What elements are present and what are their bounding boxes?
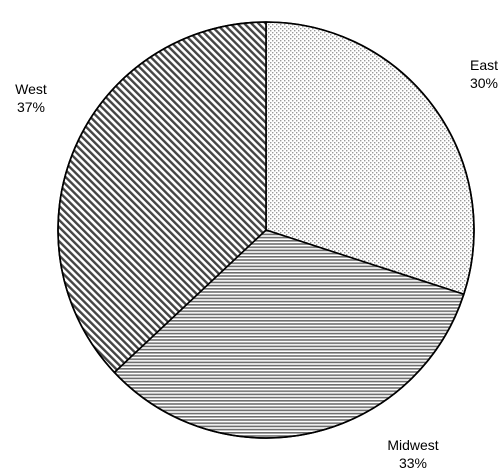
- slice-label-midwest: Midwest 33%: [387, 437, 438, 471]
- pie-slices: [57, 21, 475, 439]
- slice-category-label: West: [15, 81, 47, 97]
- slice-category-label: Midwest: [387, 437, 438, 453]
- slice-percent-label: 33%: [399, 455, 427, 471]
- pie-labels: East 30% Midwest 33% West 37%: [15, 57, 498, 471]
- pie-outline: [57, 21, 475, 439]
- slice-percent-label: 30%: [470, 75, 498, 91]
- slice-label-west: West 37%: [15, 81, 47, 115]
- slice-category-label: East: [470, 57, 498, 73]
- slice-label-east: East 30%: [470, 57, 498, 91]
- slice-percent-label: 37%: [17, 99, 45, 115]
